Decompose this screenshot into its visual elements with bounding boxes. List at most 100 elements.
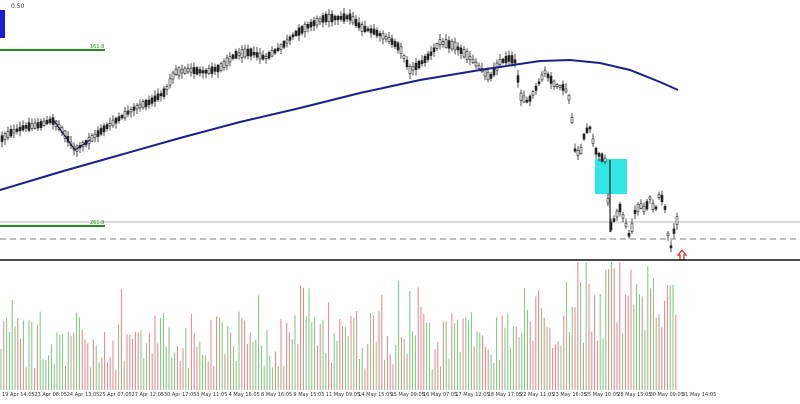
candle-body [417,61,421,69]
candle-body [300,26,304,34]
candle-body [546,73,550,79]
candle-body [636,203,640,212]
candle-body [627,232,631,237]
candle-body [354,18,358,27]
candle-body [537,81,541,85]
candle-body [513,59,517,64]
candle-body [249,48,253,57]
candle-body [420,60,424,65]
candle-body [228,56,232,63]
candle-body [471,58,475,64]
candle-body [591,138,595,144]
x-tick-label: 15 May 09:05 [391,392,425,398]
candle-body [531,91,535,96]
candle-body [99,127,103,135]
candle-body [372,28,376,35]
candle-body [183,67,187,74]
candle-body [261,54,265,60]
candle-body [153,95,157,102]
candle-body [15,128,19,132]
candle-body [108,123,112,127]
candle-body [459,47,463,54]
candle-body [156,93,160,100]
candle-body [327,14,331,22]
candle-body [648,196,652,200]
candle-body [462,49,466,58]
candle-body [441,40,445,45]
candle-body [159,93,163,97]
candle-body [132,106,136,111]
x-tick-label: 22 May 11:05 [520,392,554,398]
candle-body [150,97,154,104]
candle-body [165,86,169,90]
candle-body [387,37,391,42]
candle-body [186,68,190,73]
candle-body [24,125,28,129]
x-tick-label: 30 Apr 17:05 [164,392,197,398]
x-tick-label: 9 May 15:05 [293,392,324,398]
candle-body [12,129,16,134]
candle-body [585,127,589,134]
x-tick-label: 17 May 12:05 [455,392,489,398]
candle-body [432,47,436,53]
candle-body [168,78,172,86]
highlight-box [595,159,627,194]
candle-body [138,103,142,109]
candle-body [360,24,364,32]
candle-body [468,56,472,60]
candle-body [606,198,610,204]
candle-body [147,99,151,106]
candle-body [669,245,673,249]
candle-body [192,67,196,74]
candle-body [492,67,496,76]
candle-body [663,206,667,210]
fib-label-161-8: 161.8 [90,44,104,50]
candle-body [465,51,469,60]
candle-body [216,64,220,73]
candle-body [204,69,208,74]
candle-body [366,28,370,32]
candle-body [282,40,286,48]
candle-body [396,42,400,51]
candle-body [483,69,487,77]
candle-body [123,111,127,119]
candle-body [273,49,277,54]
candle-body [447,40,451,49]
candle-body [453,41,457,51]
candle-body [105,124,109,130]
candle-body [579,146,583,154]
candle-body [0,135,4,142]
candle-body [210,66,214,74]
candle-body [207,68,211,74]
candle-body [351,16,355,24]
corner-readout: 0.50 [11,3,25,10]
candle-body [309,21,313,28]
candle-body [507,55,511,62]
candle-body [393,41,397,47]
candle-body [141,101,145,109]
x-tick-label: 11 May 09:05 [326,392,360,398]
candle-body [660,194,664,202]
candle-body [555,84,559,88]
candle-body [225,57,229,67]
candle-body [318,18,322,23]
candle-body [357,22,361,28]
candle-body [27,122,31,131]
candle-body [324,13,328,23]
candle-body [501,58,505,63]
candle-body [291,34,295,38]
candle-body [135,105,139,110]
candle-body [117,116,121,122]
moving-average-line [0,58,679,191]
candle-body [6,130,10,138]
candle-body [330,13,334,23]
candle-body [303,23,307,33]
candle-body [171,72,175,80]
candle-body [93,133,97,139]
candle-body [237,52,241,56]
candle-body [561,84,565,91]
candle-body [48,118,52,123]
candle-body [258,52,262,60]
up-arrow-icon [676,249,688,261]
